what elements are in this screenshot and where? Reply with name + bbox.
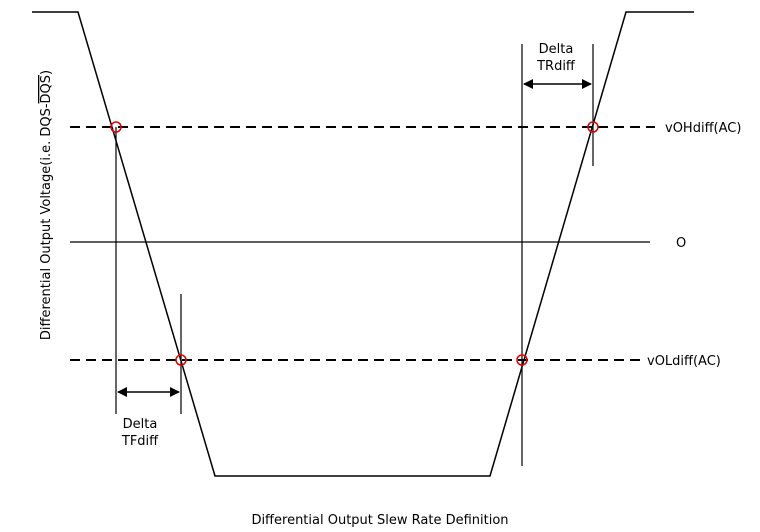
differential-waveform [32,11,694,477]
y-axis-label-dqs-bar: DQS [39,75,54,104]
zero-level-label: O [676,236,686,251]
y-axis-label-dqs: DQS- [39,103,54,136]
crossing-marker-voh-rise [587,121,599,133]
delta-trdiff-label-line1: Delta [539,42,574,57]
voh-level-label: vOHdiff(AC) [665,121,741,136]
y-axis-label-suffix: ) [39,70,54,75]
crossing-marker-voh-fall [110,121,122,133]
vol-level-label: vOLdiff(AC) [647,354,721,369]
y-axis-label-prefix: Differential Output Voltage(i.e. [39,137,54,340]
diagram-caption: Differential Output Slew Rate Definition [251,513,508,528]
delta-tfdiff-label-line1: Delta [123,417,158,432]
crossing-marker-vol-fall [175,354,187,366]
crossing-marker-vol-rise [516,354,528,366]
y-axis-label: Differential Output Voltage(i.e. DQS-DQS… [39,70,54,340]
delta-tfdiff-label-line2: TFdiff [121,434,159,449]
delta-trdiff-label-line2: TRdiff [536,59,576,74]
